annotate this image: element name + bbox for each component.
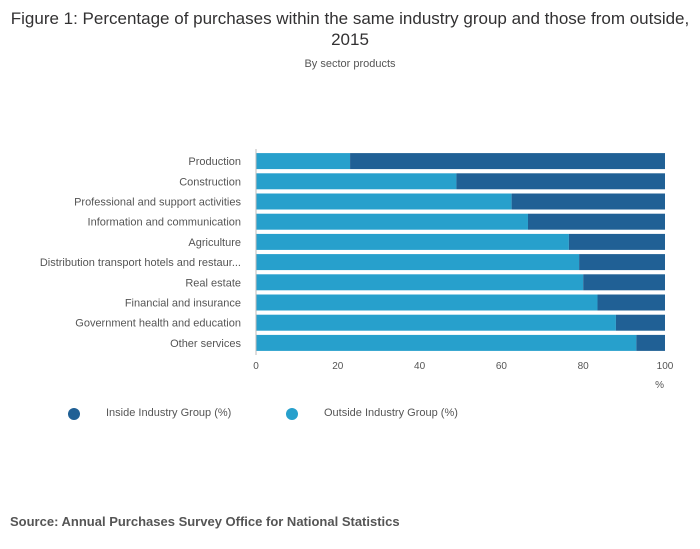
x-tick-label: 80 <box>578 361 590 372</box>
bar-inside[interactable] <box>527 213 665 230</box>
bar-inside[interactable] <box>636 334 665 351</box>
category-label: Construction <box>179 176 241 188</box>
bar-inside[interactable] <box>456 173 665 190</box>
x-tick-label: 100 <box>657 361 674 372</box>
x-axis-label: % <box>655 380 664 391</box>
bar-inside[interactable] <box>511 193 665 210</box>
bar-outside[interactable] <box>256 233 569 250</box>
bar-inside[interactable] <box>350 153 665 170</box>
bar-outside[interactable] <box>256 334 637 351</box>
category-label: Information and communication <box>88 217 241 229</box>
bar-outside[interactable] <box>256 193 512 210</box>
bar-inside[interactable] <box>615 314 665 331</box>
category-label: Other services <box>170 338 241 350</box>
category-label: Distribution transport hotels and restau… <box>40 257 241 269</box>
x-tick-label: 40 <box>414 361 426 372</box>
category-label: Professional and support activities <box>74 197 241 209</box>
legend-label-inside: Inside Industry Group (%) <box>106 407 232 419</box>
bar-outside[interactable] <box>256 173 457 190</box>
bar-outside[interactable] <box>256 274 584 291</box>
category-label: Agriculture <box>188 237 241 249</box>
x-tick-label: 20 <box>332 361 344 372</box>
category-label: Government health and education <box>75 318 241 330</box>
bar-outside[interactable] <box>256 153 351 170</box>
category-label: Real estate <box>185 277 241 289</box>
legend-swatch-inside <box>68 408 80 420</box>
bar-outside[interactable] <box>256 213 528 230</box>
bar-outside[interactable] <box>256 254 580 271</box>
bar-inside[interactable] <box>568 233 665 250</box>
x-tick-label: 0 <box>253 361 259 372</box>
legend-label-outside: Outside Industry Group (%) <box>324 407 458 419</box>
bar-inside[interactable] <box>583 274 665 291</box>
bar-outside[interactable] <box>256 294 598 311</box>
category-label: Financial and insurance <box>125 298 241 310</box>
source-note: Source: Annual Purchases Survey Office f… <box>10 514 400 529</box>
chart-subtitle: By sector products <box>304 58 396 70</box>
x-tick-label: 60 <box>496 361 508 372</box>
bar-inside[interactable] <box>597 294 665 311</box>
bar-inside[interactable] <box>579 254 665 271</box>
category-label: Production <box>188 156 241 168</box>
chart-title: Figure 1: Percentage of purchases within… <box>10 9 690 49</box>
bar-outside[interactable] <box>256 314 616 331</box>
stacked-bar-chart: Production Construction Professional and s… <box>40 149 674 391</box>
legend-swatch-outside <box>286 408 298 420</box>
